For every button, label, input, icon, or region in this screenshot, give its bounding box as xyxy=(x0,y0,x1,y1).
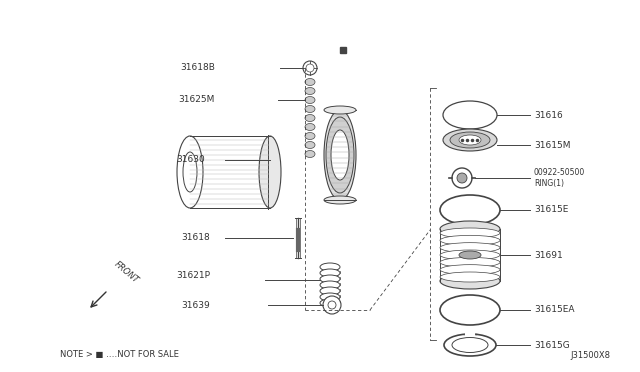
Ellipse shape xyxy=(305,106,315,112)
Ellipse shape xyxy=(320,269,340,277)
Ellipse shape xyxy=(324,106,356,114)
Ellipse shape xyxy=(440,272,500,282)
Circle shape xyxy=(303,61,317,75)
Ellipse shape xyxy=(183,152,197,192)
Text: 31630: 31630 xyxy=(176,155,205,164)
Ellipse shape xyxy=(320,287,340,295)
Circle shape xyxy=(452,168,472,188)
Circle shape xyxy=(328,301,336,309)
Ellipse shape xyxy=(320,263,340,271)
Ellipse shape xyxy=(331,130,349,180)
Ellipse shape xyxy=(443,129,497,151)
Ellipse shape xyxy=(459,135,481,145)
Text: 31615G: 31615G xyxy=(534,340,570,350)
Ellipse shape xyxy=(443,101,497,129)
Ellipse shape xyxy=(324,196,356,204)
Text: 31616: 31616 xyxy=(534,110,563,119)
Ellipse shape xyxy=(440,264,500,275)
Ellipse shape xyxy=(324,110,356,200)
Ellipse shape xyxy=(259,136,281,208)
Ellipse shape xyxy=(320,281,340,289)
Ellipse shape xyxy=(326,117,354,193)
Ellipse shape xyxy=(440,250,500,260)
Ellipse shape xyxy=(440,221,500,237)
Ellipse shape xyxy=(440,228,500,238)
Ellipse shape xyxy=(440,295,500,325)
Text: NOTE > ■ ‥‥NOT FOR SALE: NOTE > ■ ‥‥NOT FOR SALE xyxy=(60,350,179,359)
Text: 00922-50500
RING(1): 00922-50500 RING(1) xyxy=(534,168,585,188)
Ellipse shape xyxy=(440,257,500,267)
Ellipse shape xyxy=(305,87,315,94)
Ellipse shape xyxy=(320,275,340,283)
Ellipse shape xyxy=(320,293,340,301)
Text: 31615E: 31615E xyxy=(534,205,568,215)
Ellipse shape xyxy=(305,115,315,122)
Ellipse shape xyxy=(440,195,500,225)
Text: 31618: 31618 xyxy=(181,234,210,243)
Ellipse shape xyxy=(452,337,488,353)
Ellipse shape xyxy=(444,334,496,356)
Ellipse shape xyxy=(305,141,315,148)
Ellipse shape xyxy=(440,273,500,289)
FancyBboxPatch shape xyxy=(190,136,270,208)
Text: 31621P: 31621P xyxy=(176,270,210,279)
Ellipse shape xyxy=(440,243,500,253)
Text: FRONT: FRONT xyxy=(112,260,140,285)
Text: 31615M: 31615M xyxy=(534,141,570,150)
Text: 31691: 31691 xyxy=(534,250,563,260)
Ellipse shape xyxy=(177,136,203,208)
Ellipse shape xyxy=(305,124,315,131)
Circle shape xyxy=(457,173,467,183)
Ellipse shape xyxy=(320,299,340,307)
Text: 31615EA: 31615EA xyxy=(534,305,575,314)
Text: 31639: 31639 xyxy=(181,301,210,310)
Circle shape xyxy=(306,64,314,72)
Text: J31500X8: J31500X8 xyxy=(570,350,610,359)
Ellipse shape xyxy=(305,151,315,157)
Ellipse shape xyxy=(450,132,490,148)
Text: 31618B: 31618B xyxy=(180,64,215,73)
Ellipse shape xyxy=(459,251,481,259)
Ellipse shape xyxy=(440,235,500,245)
Ellipse shape xyxy=(305,78,315,86)
Circle shape xyxy=(323,296,341,314)
Ellipse shape xyxy=(305,132,315,140)
Ellipse shape xyxy=(305,96,315,103)
Text: 31625M: 31625M xyxy=(179,96,215,105)
